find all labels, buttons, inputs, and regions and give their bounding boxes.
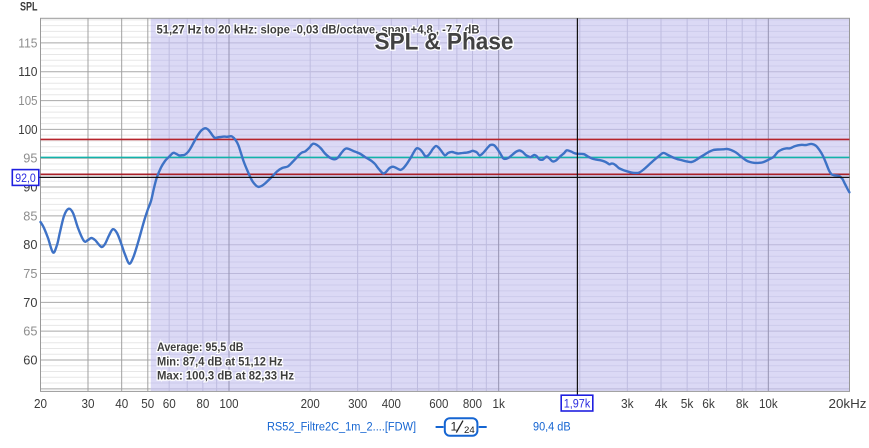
svg-text:SPL: SPL [20,0,38,14]
svg-text:110: 110 [18,64,37,79]
svg-text:Max: 100,3 dB at 82,33 Hz: Max: 100,3 dB at 82,33 Hz [157,369,294,383]
svg-text:6k: 6k [702,396,715,411]
svg-text:70: 70 [23,295,37,310]
svg-text:RS52_Filtre2C_1m_2....[FDW]: RS52_Filtre2C_1m_2....[FDW] [267,420,416,434]
svg-text:3k: 3k [621,396,634,411]
svg-text:100: 100 [18,122,37,137]
svg-text:5k: 5k [681,396,694,411]
svg-text:200: 200 [301,396,320,411]
svg-text:24: 24 [464,425,475,436]
svg-text:105: 105 [18,93,37,108]
svg-text:95: 95 [23,151,37,166]
svg-text:60: 60 [163,396,176,411]
svg-text:1,97k: 1,97k [564,397,591,411]
svg-text:800: 800 [463,396,482,411]
svg-text:Average: 95,5 dB: Average: 95,5 dB [157,340,244,354]
svg-text:65: 65 [23,324,37,339]
svg-text:115: 115 [18,35,37,50]
svg-text:85: 85 [23,208,37,223]
svg-text:20: 20 [34,396,47,411]
svg-text:400: 400 [382,396,401,411]
svg-text:90,4 dB: 90,4 dB [533,420,571,434]
svg-text:1k: 1k [492,396,505,411]
svg-text:100: 100 [219,396,238,411]
svg-text:SPL & Phase: SPL & Phase [375,29,514,56]
svg-text:300: 300 [348,396,367,411]
svg-text:600: 600 [429,396,448,411]
svg-text:51,27 Hz to 20 kHz: slope -0,0: 51,27 Hz to 20 kHz: slope -0,03 dB/octav… [157,23,480,37]
svg-text:80: 80 [23,237,37,252]
svg-text:40: 40 [115,396,128,411]
svg-text:50: 50 [141,396,154,411]
svg-text:92,0: 92,0 [15,171,36,185]
svg-text:4k: 4k [655,396,668,411]
svg-text:60: 60 [23,353,37,368]
svg-text:Min: 87,4 dB at 51,12 Hz: Min: 87,4 dB at 51,12 Hz [157,354,283,368]
svg-text:80: 80 [196,396,209,411]
svg-text:75: 75 [23,266,37,281]
svg-text:10k: 10k [759,396,778,411]
svg-text:8k: 8k [736,396,749,411]
svg-text:20kHz: 20kHz [829,396,867,411]
svg-text:30: 30 [82,396,95,411]
svg-text:1: 1 [451,420,458,434]
